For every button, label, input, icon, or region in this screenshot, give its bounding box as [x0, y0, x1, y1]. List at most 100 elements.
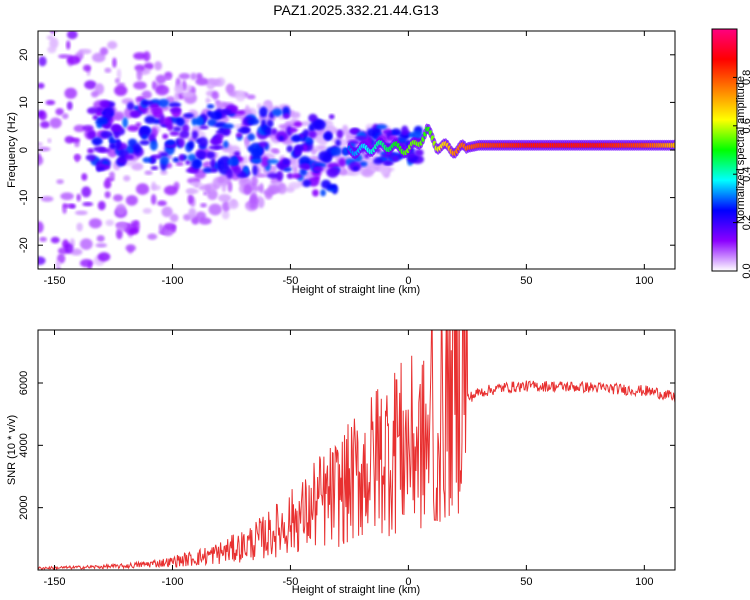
colorbar-tick-label: 0.6 — [741, 118, 750, 133]
spectrogram-noise-blob — [96, 235, 105, 242]
spectrogram-signal-blob — [199, 125, 209, 130]
figure-title: PAZ1.2025.332.21.44.G13 — [273, 2, 439, 18]
spectrogram-noise-blob — [181, 91, 195, 98]
spectrogram-signal-blob — [126, 102, 135, 111]
spectrogram-noise-blob — [242, 155, 250, 164]
spectrogram-noise-blob — [104, 67, 112, 73]
spectrogram-noise-blob — [74, 210, 88, 216]
spectrogram-signal-blob — [221, 109, 233, 115]
spectrogram-signal-blob — [312, 189, 319, 197]
snr-y-tick-label: 4000 — [18, 433, 30, 457]
spectrogram-noise-blob — [49, 37, 59, 49]
spectrogram-ridge-core — [672, 142, 675, 148]
spectrogram-signal-blob — [169, 131, 180, 136]
colorbar-tick-label: 0.2 — [741, 215, 750, 230]
spectrogram-noise-blob — [203, 191, 208, 196]
spectrogram-noise-blob — [175, 161, 184, 166]
spectrogram-noise-blob — [150, 194, 157, 205]
spectrogram-noise-blob — [82, 201, 94, 207]
spectrogram-signal-blob — [231, 156, 238, 167]
spectrogram-signal-blob — [391, 155, 400, 162]
spectrogram-signal-blob — [233, 151, 241, 157]
spectrogram-noise-blob — [164, 76, 172, 81]
spectrogram-signal-blob — [99, 99, 110, 109]
spectrogram-x-tick-label: 100 — [635, 275, 653, 287]
spectrogram-noise-blob — [38, 141, 43, 147]
snr-x-tick-label: 50 — [520, 576, 532, 588]
spectrogram-signal-blob — [375, 124, 388, 130]
spectrogram-signal-blob — [291, 173, 302, 179]
spectrogram-noise-blob — [64, 243, 74, 254]
snr-x-tick-label: 0 — [405, 576, 411, 588]
spectrogram-noise-blob — [362, 168, 374, 178]
spectrogram-signal-blob — [206, 104, 215, 109]
spectrogram-noise-blob — [41, 19, 53, 26]
spectrogram-signal-blob — [185, 159, 191, 166]
spectrogram-signal-blob — [247, 118, 260, 126]
spectrogram-noise-blob — [116, 68, 122, 80]
spectrogram-noise-blob — [95, 243, 108, 248]
spectrogram-noise-blob — [174, 92, 179, 103]
spectrogram-signal-blob — [226, 168, 234, 179]
spectrogram-signal-blob — [348, 128, 360, 134]
spectrogram-noise-blob — [144, 170, 153, 176]
spectrogram-signal-blob — [195, 150, 208, 159]
spectrogram-signal-blob — [359, 161, 368, 167]
spectrogram-signal-blob — [313, 119, 327, 131]
snr-frame — [37, 329, 676, 571]
snr-y-tick-label: 2000 — [18, 495, 30, 519]
spectrogram-noise-blob — [66, 101, 73, 111]
spectrogram-signal-blob — [247, 145, 253, 153]
spectrogram-noise-blob — [46, 35, 54, 40]
spectrogram-noise-blob — [40, 196, 54, 202]
spectrogram-noise-blob — [75, 153, 80, 163]
spectrogram-noise-blob — [66, 31, 78, 40]
spectrogram-noise-blob — [161, 206, 173, 218]
spectrogram-signal-blob — [235, 132, 243, 138]
spectrogram-signal-blob — [414, 148, 424, 157]
spectrogram-noise-blob — [221, 181, 227, 193]
spectrogram-noise-blob — [88, 218, 102, 229]
spectrogram-noise-blob — [174, 83, 184, 95]
spectrogram-signal-blob — [191, 117, 198, 126]
spectrogram-noise-blob — [37, 18, 48, 28]
spectrogram-signal-blob — [142, 157, 152, 163]
colorbar-label: Normalized spectral amplitude — [735, 76, 747, 224]
spectrogram-signal-blob — [202, 167, 213, 174]
spectrogram-noise-blob — [115, 203, 127, 216]
spectrogram-signal-blob — [383, 161, 394, 166]
spectrogram-signal-blob — [281, 158, 291, 166]
spectrogram-signal-blob — [400, 125, 409, 137]
spectrogram-signal-blob — [108, 135, 115, 144]
spectrogram-noise-blob — [215, 101, 228, 110]
snr-y-tick-label: 6000 — [18, 371, 30, 395]
spectrogram-signal-blob — [293, 145, 305, 152]
spectrogram-noise-blob — [285, 186, 295, 193]
spectrogram-signal-blob — [93, 146, 107, 153]
spectrogram-signal-blob — [126, 125, 140, 132]
spectrogram-signal-blob — [214, 135, 223, 142]
spectrogram-signal-blob — [266, 172, 279, 179]
spectrogram-y-tick-label: 10 — [18, 96, 30, 108]
spectrogram-noise-blob — [227, 181, 233, 193]
spectrogram-noise-blob — [264, 191, 273, 200]
spectrogram-signal-blob — [305, 137, 311, 142]
spectrogram-noise-blob — [317, 144, 327, 151]
spectrogram-signal-blob — [314, 175, 320, 182]
spectrogram-signal-blob — [122, 117, 129, 128]
spectrogram-noise-blob — [250, 185, 262, 192]
spectrogram-noise-blob — [123, 175, 131, 182]
spectrogram-x-tick-label: 0 — [405, 275, 411, 287]
colorbar-tick-label: 0.4 — [741, 167, 750, 182]
spectrogram-noise-blob — [205, 97, 211, 104]
spectrogram-noise-blob — [45, 99, 56, 106]
spectrogram-noise-blob — [134, 64, 146, 72]
spectrogram-noise-blob — [155, 74, 167, 84]
spectrogram-signal-blob — [216, 159, 223, 171]
spectrogram-noise-blob — [128, 227, 139, 235]
spectrogram-noise-blob — [61, 113, 69, 120]
spectrogram-signal-blob — [177, 137, 185, 148]
spectrogram-noise-blob — [84, 80, 97, 90]
spectrogram-noise-blob — [151, 80, 157, 90]
spectrogram-signal-blob — [266, 119, 274, 128]
